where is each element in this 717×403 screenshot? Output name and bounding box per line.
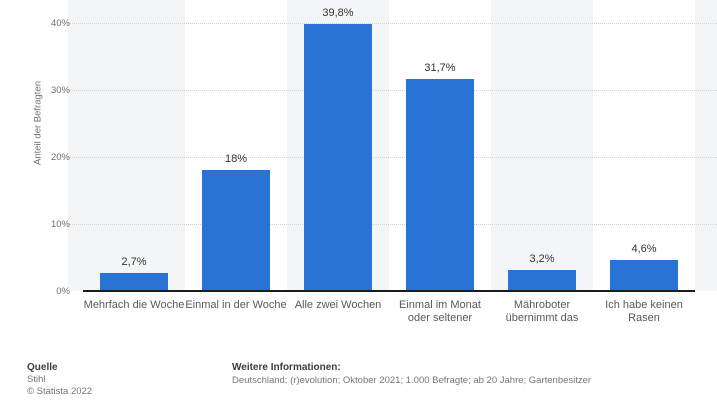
y-tick-label: 0% [56,286,70,297]
info-text: Deutschland; (r)evolution; Oktober 2021;… [232,374,592,386]
category-label: Einmal im Monat oder seltener [399,299,481,324]
copyright: © Statista 2022 [27,386,93,397]
source-label: Quelle [27,362,58,373]
category-label: Mähroboter übernimmt das [505,299,579,324]
gridline-30 [68,90,717,91]
y-tick-label: 40% [50,18,70,29]
category-label: Einmal in der Woche [185,299,287,311]
gridline-10 [68,224,717,225]
bar-value-label: 18% [224,153,248,165]
x-axis-labels: Mehrfach die Woche Einmal in der Woche All… [83,299,695,325]
category-label: Alle zwei Wochen [294,299,382,311]
x-axis-line [83,290,695,292]
bar-value-label: 31,7% [424,62,456,74]
bar-4 [406,79,474,291]
info-block: Weitere Informationen: Deutschland; (r)e… [232,362,591,387]
info-label: Weitere Informationen: [232,362,341,373]
y-tick-label: 10% [50,219,70,230]
bar-value-label: 2,7% [121,256,147,268]
category-label: Ich habe keinen Rasen [605,299,683,324]
bar-3 [304,24,372,291]
bar-value-label: 3,2% [529,253,555,265]
plot-area: 2,7% 18% 39,8% 31,7% 3,2% 4,6% [68,0,717,291]
bar-value-label: 4,6% [631,243,657,255]
category-label: Mehrfach die Woche [83,299,185,311]
y-tick-label: 20% [50,152,70,163]
bar-1 [100,273,168,291]
bar-2 [202,170,270,291]
bar-5 [508,270,576,291]
bar-value-label: 39,8% [322,7,354,19]
bar-6 [610,260,678,291]
gridline-20 [68,157,717,158]
plot-band [593,0,695,291]
source-name: Stihl [27,374,46,385]
source-block: Quelle Stihl © Statista 2022 [27,362,92,398]
y-tick-label: 30% [50,85,70,96]
gridline-40 [68,23,717,24]
